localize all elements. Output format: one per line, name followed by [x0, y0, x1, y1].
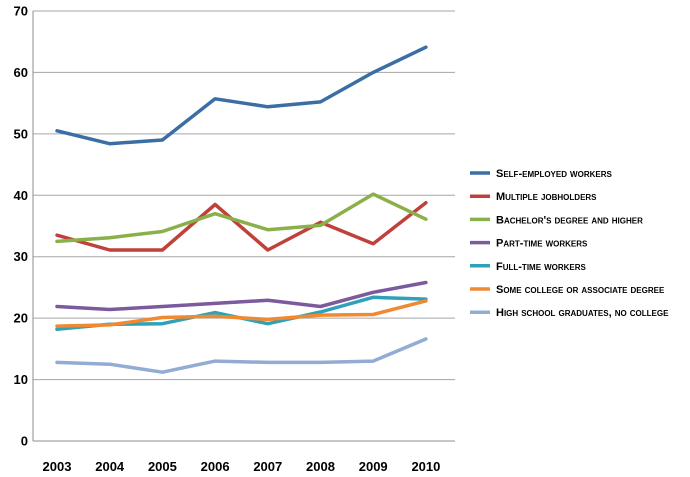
- legend-label: Full-time workers: [496, 261, 587, 273]
- x-tick-label: 2005: [148, 459, 177, 474]
- legend-label: Multiple jobholders: [496, 191, 597, 203]
- legend-label: Part-time workers: [496, 238, 588, 250]
- x-tick-label: 2007: [253, 459, 282, 474]
- y-tick-label: 10: [14, 372, 28, 387]
- y-tick-label: 30: [14, 249, 28, 264]
- series-line-4: [55, 280, 428, 312]
- series-line-2: [55, 200, 428, 252]
- series-line-7: [55, 337, 428, 374]
- y-tick-label: 0: [21, 434, 28, 449]
- legend-label: Some college or associate degree: [496, 284, 665, 296]
- x-tick-label: 2010: [411, 459, 440, 474]
- legend: Self-employed workers Multiple jobholders…: [470, 168, 669, 319]
- x-tick-label: 2008: [306, 459, 335, 474]
- y-tick-label: 40: [14, 188, 28, 203]
- y-tick-label: 20: [14, 311, 28, 326]
- series-line-1: [55, 45, 428, 146]
- legend-label: Self-employed workers: [496, 168, 613, 180]
- x-tick-label: 2004: [95, 459, 125, 474]
- x-tick-label: 2009: [359, 459, 388, 474]
- series-lines: [55, 45, 428, 374]
- series-line-6: [55, 299, 428, 328]
- legend-label: High school graduates, no college: [496, 307, 669, 319]
- y-tick-label: 50: [14, 126, 28, 141]
- axes: 0 10 20 30 40 50 60 70 2003 2004 2005 2006 2007 2008 2…: [14, 4, 455, 474]
- x-tick-label: 2006: [201, 459, 230, 474]
- legend-label: Bachelor's degree and higher: [496, 214, 643, 226]
- gridlines: [33, 10, 455, 442]
- y-tick-label: 70: [14, 4, 28, 19]
- series-line-3: [55, 192, 428, 244]
- x-tick-label: 2003: [43, 459, 72, 474]
- y-tick-label: 60: [14, 65, 28, 80]
